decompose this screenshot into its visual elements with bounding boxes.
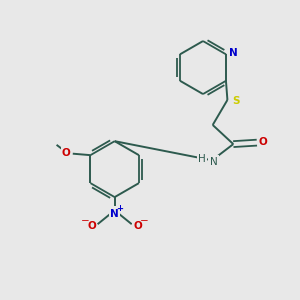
Text: O: O bbox=[133, 221, 142, 231]
Text: +: + bbox=[116, 204, 124, 213]
Text: H: H bbox=[198, 154, 206, 164]
Text: O: O bbox=[62, 148, 71, 158]
Text: O: O bbox=[87, 221, 96, 231]
Text: N: N bbox=[210, 157, 218, 167]
Text: −: − bbox=[81, 216, 90, 226]
Text: S: S bbox=[232, 96, 239, 106]
Text: −: − bbox=[140, 216, 148, 226]
Text: N: N bbox=[110, 209, 119, 219]
Text: N: N bbox=[229, 48, 238, 58]
Text: O: O bbox=[259, 137, 268, 147]
